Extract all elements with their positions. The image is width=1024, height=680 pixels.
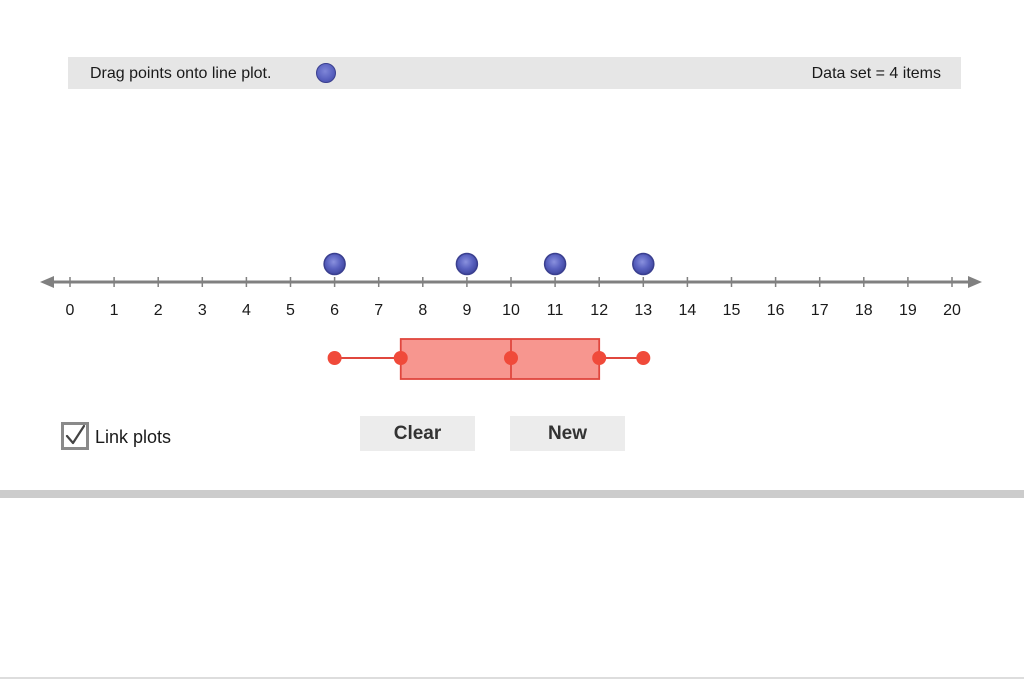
box-iqr [399,338,601,380]
axis-tick-label: 11 [547,302,564,319]
line-plot-point[interactable] [323,252,346,276]
number-line-ticks [69,277,953,287]
axis-tick-label: 8 [418,302,427,319]
section-divider [0,490,1024,498]
box-min-point [327,351,342,365]
new-button[interactable]: New [510,416,625,451]
axis-tick-label: 20 [943,302,961,319]
line-plot-points [323,252,655,276]
axis-arrow-left-icon [40,276,54,288]
axis-arrow-right-icon [968,276,982,288]
box-median-point [504,351,518,365]
line-plot-point[interactable] [455,252,479,276]
axis-tick-label: 0 [66,302,75,319]
axis-tick-label: 13 [634,302,652,319]
axis-tick-label: 14 [679,302,697,319]
axis-tick-label: 19 [899,302,917,319]
axis-tick-label: 2 [154,302,163,319]
dataset-count: Data set = 4 items [811,65,941,82]
axis-tick-label: 17 [811,302,829,319]
axis-tick-label: 15 [723,302,741,319]
number-line-labels: 0 1 2 3 4 5 6 7 8 9 10 11 12 13 14 15 16 17 18 19 20 [66,302,961,319]
axis-tick-label: 4 [242,302,251,319]
box-max-point [636,351,651,365]
line-plot-point[interactable] [632,252,655,276]
bottom-divider [0,677,1024,679]
link-plots-checkbox[interactable] [61,422,89,450]
axis-tick-label: 5 [286,302,295,319]
checkmark-icon [65,425,86,445]
axis-tick-label: 18 [855,302,873,319]
instruction-bar: Drag points onto line plot. Data set = 4… [68,57,961,89]
axis-tick-label: 16 [767,302,785,319]
axis-tick-label: 1 [110,302,119,319]
line-plot-point[interactable] [543,252,567,276]
axis-tick-label: 7 [374,302,383,319]
axis-tick-label: 9 [462,302,471,319]
box-plot [327,338,651,380]
axis-tick-label: 10 [502,302,520,319]
plot-area: 0 1 2 3 4 5 6 7 8 9 10 11 12 13 14 15 16 17 18 19 20 [40,252,982,380]
clear-button[interactable]: Clear [360,416,475,451]
axis-tick-label: 12 [590,302,608,319]
box-q3-point [592,351,607,365]
axis-tick-label: 6 [330,302,339,319]
instruction-text: Drag points onto line plot. [90,65,272,82]
axis-tick-label: 3 [198,302,207,319]
draggable-point-source[interactable] [316,63,336,83]
link-plots-label: Link plots [95,427,172,447]
box-q1-point [393,351,408,365]
